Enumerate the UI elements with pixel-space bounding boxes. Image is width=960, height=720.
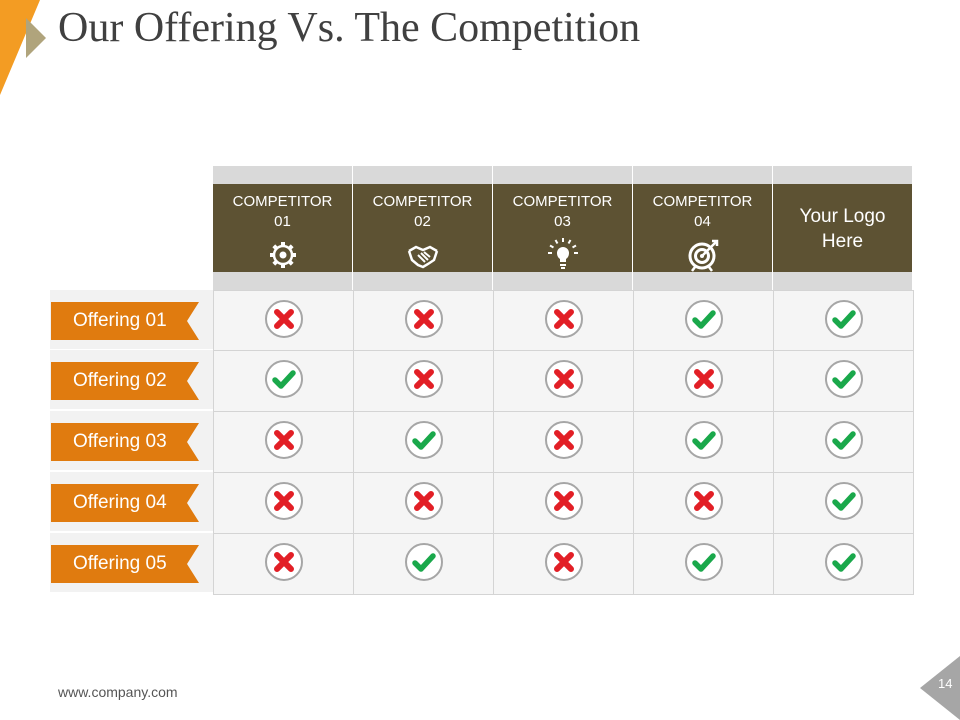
table-cell	[213, 411, 354, 473]
table-cell	[633, 472, 774, 534]
target-icon	[686, 238, 720, 277]
cross-icon	[544, 542, 584, 587]
table-cell	[633, 350, 774, 412]
table-cell	[493, 350, 634, 412]
cross-icon	[264, 299, 304, 344]
check-icon	[684, 542, 724, 587]
header-strip-top	[773, 166, 912, 184]
table-cell	[353, 350, 494, 412]
table-cell	[213, 350, 354, 412]
offering-label-text: Offering 02	[73, 370, 167, 391]
table-cell	[493, 411, 634, 473]
header-strip-bottom	[773, 272, 912, 290]
cross-icon	[404, 359, 444, 404]
cross-icon	[684, 481, 724, 526]
table-cell	[213, 290, 354, 352]
table-cell	[633, 411, 774, 473]
column-header-3: COMPETITOR 03	[493, 184, 632, 272]
column-header-2: COMPETITOR 02	[353, 184, 492, 272]
check-icon	[264, 359, 304, 404]
offering-label-text: Offering 05	[73, 553, 167, 574]
cross-icon	[264, 542, 304, 587]
offering-label-text: Offering 01	[73, 310, 167, 331]
handshake-icon	[406, 238, 440, 277]
corner-accent-shape	[0, 0, 46, 95]
column-header-4: COMPETITOR 04	[633, 184, 772, 272]
cross-icon	[404, 299, 444, 344]
cross-icon	[544, 359, 584, 404]
offering-label: Offering 03	[51, 423, 199, 461]
table-cell	[773, 411, 914, 473]
page-number-badge: 14	[920, 656, 960, 720]
cross-icon	[264, 420, 304, 465]
cross-icon	[404, 481, 444, 526]
cross-icon	[544, 420, 584, 465]
table-cell	[353, 533, 494, 595]
header-strip-bottom	[633, 272, 772, 290]
competitor-label: COMPETITOR 04	[652, 193, 753, 230]
check-icon	[684, 420, 724, 465]
check-icon	[824, 481, 864, 526]
column-header-5: Your Logo Here	[773, 184, 912, 272]
table-cell	[353, 472, 494, 534]
table-cell	[773, 290, 914, 352]
table-cell	[213, 533, 354, 595]
table-cell	[493, 533, 634, 595]
offering-label: Offering 01	[51, 302, 199, 340]
header-strip-top	[353, 166, 492, 184]
cross-icon	[684, 359, 724, 404]
offering-label: Offering 02	[51, 362, 199, 400]
table-cell	[773, 350, 914, 412]
header-strip-bottom	[353, 272, 492, 290]
check-icon	[404, 420, 444, 465]
table-cell	[633, 533, 774, 595]
page-title: Our Offering Vs. The Competition	[58, 5, 641, 51]
page-number: 14	[938, 676, 953, 691]
table-cell	[773, 472, 914, 534]
table-cell	[353, 290, 494, 352]
check-icon	[824, 299, 864, 344]
column-header-1: COMPETITOR 01	[213, 184, 352, 272]
table-cell	[773, 533, 914, 595]
offering-label: Offering 04	[51, 484, 199, 522]
competitor-label: COMPETITOR 01	[232, 193, 333, 230]
competitor-label: COMPETITOR 03	[512, 193, 613, 230]
cross-icon	[544, 299, 584, 344]
check-icon	[824, 420, 864, 465]
cross-icon	[544, 481, 584, 526]
check-icon	[404, 542, 444, 587]
check-icon	[824, 542, 864, 587]
header-strip-top	[493, 166, 632, 184]
offering-label-text: Offering 03	[73, 431, 167, 452]
check-icon	[824, 359, 864, 404]
check-icon	[684, 299, 724, 344]
header-strip-top	[633, 166, 772, 184]
footer-url: www.company.com	[58, 684, 178, 700]
table-cell	[213, 472, 354, 534]
cross-icon	[264, 481, 304, 526]
gear-icon	[266, 238, 300, 277]
logo-placeholder: Your Logo Here	[799, 206, 886, 252]
header-strip-top	[213, 166, 352, 184]
header-strip-bottom	[493, 272, 632, 290]
table-cell	[493, 290, 634, 352]
offering-label-text: Offering 04	[73, 492, 167, 513]
offering-label: Offering 05	[51, 545, 199, 583]
table-cell	[633, 290, 774, 352]
table-cell	[493, 472, 634, 534]
table-cell	[353, 411, 494, 473]
competitor-label: COMPETITOR 02	[372, 193, 473, 230]
header-strip-bottom	[213, 272, 352, 290]
lightbulb-icon	[546, 238, 580, 277]
